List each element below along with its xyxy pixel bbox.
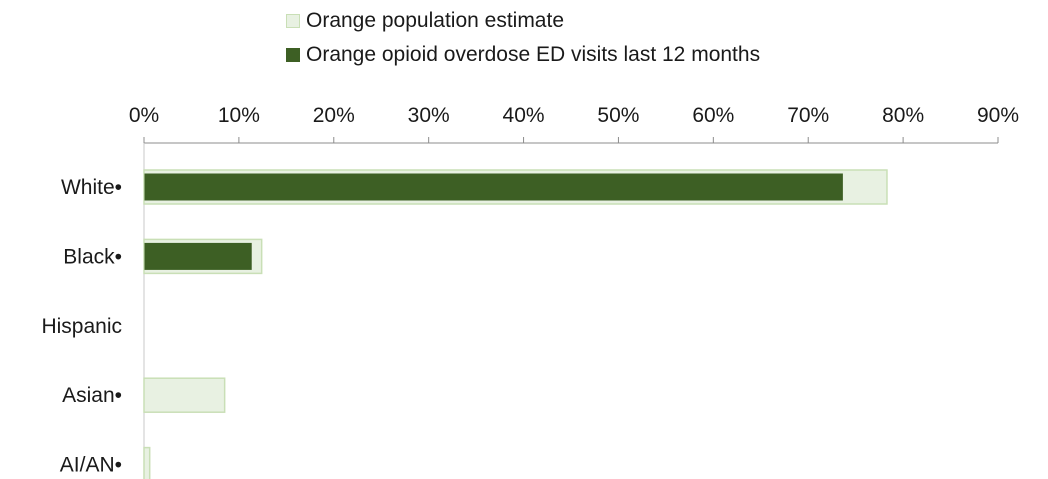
legend-item-population: Orange population estimate: [286, 4, 760, 38]
legend: Orange population estimate Orange opioid…: [286, 4, 760, 72]
bar-population: [143, 446, 151, 479]
x-tick-label: 80%: [882, 104, 924, 127]
x-tick-label: 60%: [692, 104, 734, 127]
category-labels: White• Black• Hispanic Asian• AI/AN•: [41, 176, 122, 477]
x-tick-label: 20%: [313, 104, 355, 127]
legend-label-population: Orange population estimate: [306, 9, 564, 32]
x-tick-label: 50%: [597, 104, 639, 127]
bars: [143, 169, 888, 479]
x-axis: 0% 10% 20% 30% 40% 50% 60% 70% 80% 90%: [129, 104, 1019, 478]
category-label: Asian•: [62, 384, 122, 407]
x-tick-label: 40%: [503, 104, 545, 127]
legend-swatch-ed-visits: [286, 48, 300, 62]
legend-swatch-population: [286, 14, 300, 28]
x-tick-label: 90%: [977, 104, 1019, 127]
legend-item-ed-visits: Orange opioid overdose ED visits last 12…: [286, 38, 760, 72]
x-tick-label: 70%: [787, 104, 829, 127]
category-label: Hispanic: [41, 315, 122, 338]
x-tick-label: 30%: [408, 104, 450, 127]
x-tick-label: 0%: [129, 104, 159, 127]
category-label: Black•: [63, 245, 122, 268]
x-tick-label: 10%: [218, 104, 260, 127]
bar-population: [143, 377, 226, 413]
category-label: AI/AN•: [60, 454, 122, 477]
category-label: White•: [61, 176, 122, 199]
bar-ed-visits: [144, 242, 252, 270]
legend-label-ed-visits: Orange opioid overdose ED visits last 12…: [306, 43, 761, 66]
bar-ed-visits: [144, 173, 843, 201]
